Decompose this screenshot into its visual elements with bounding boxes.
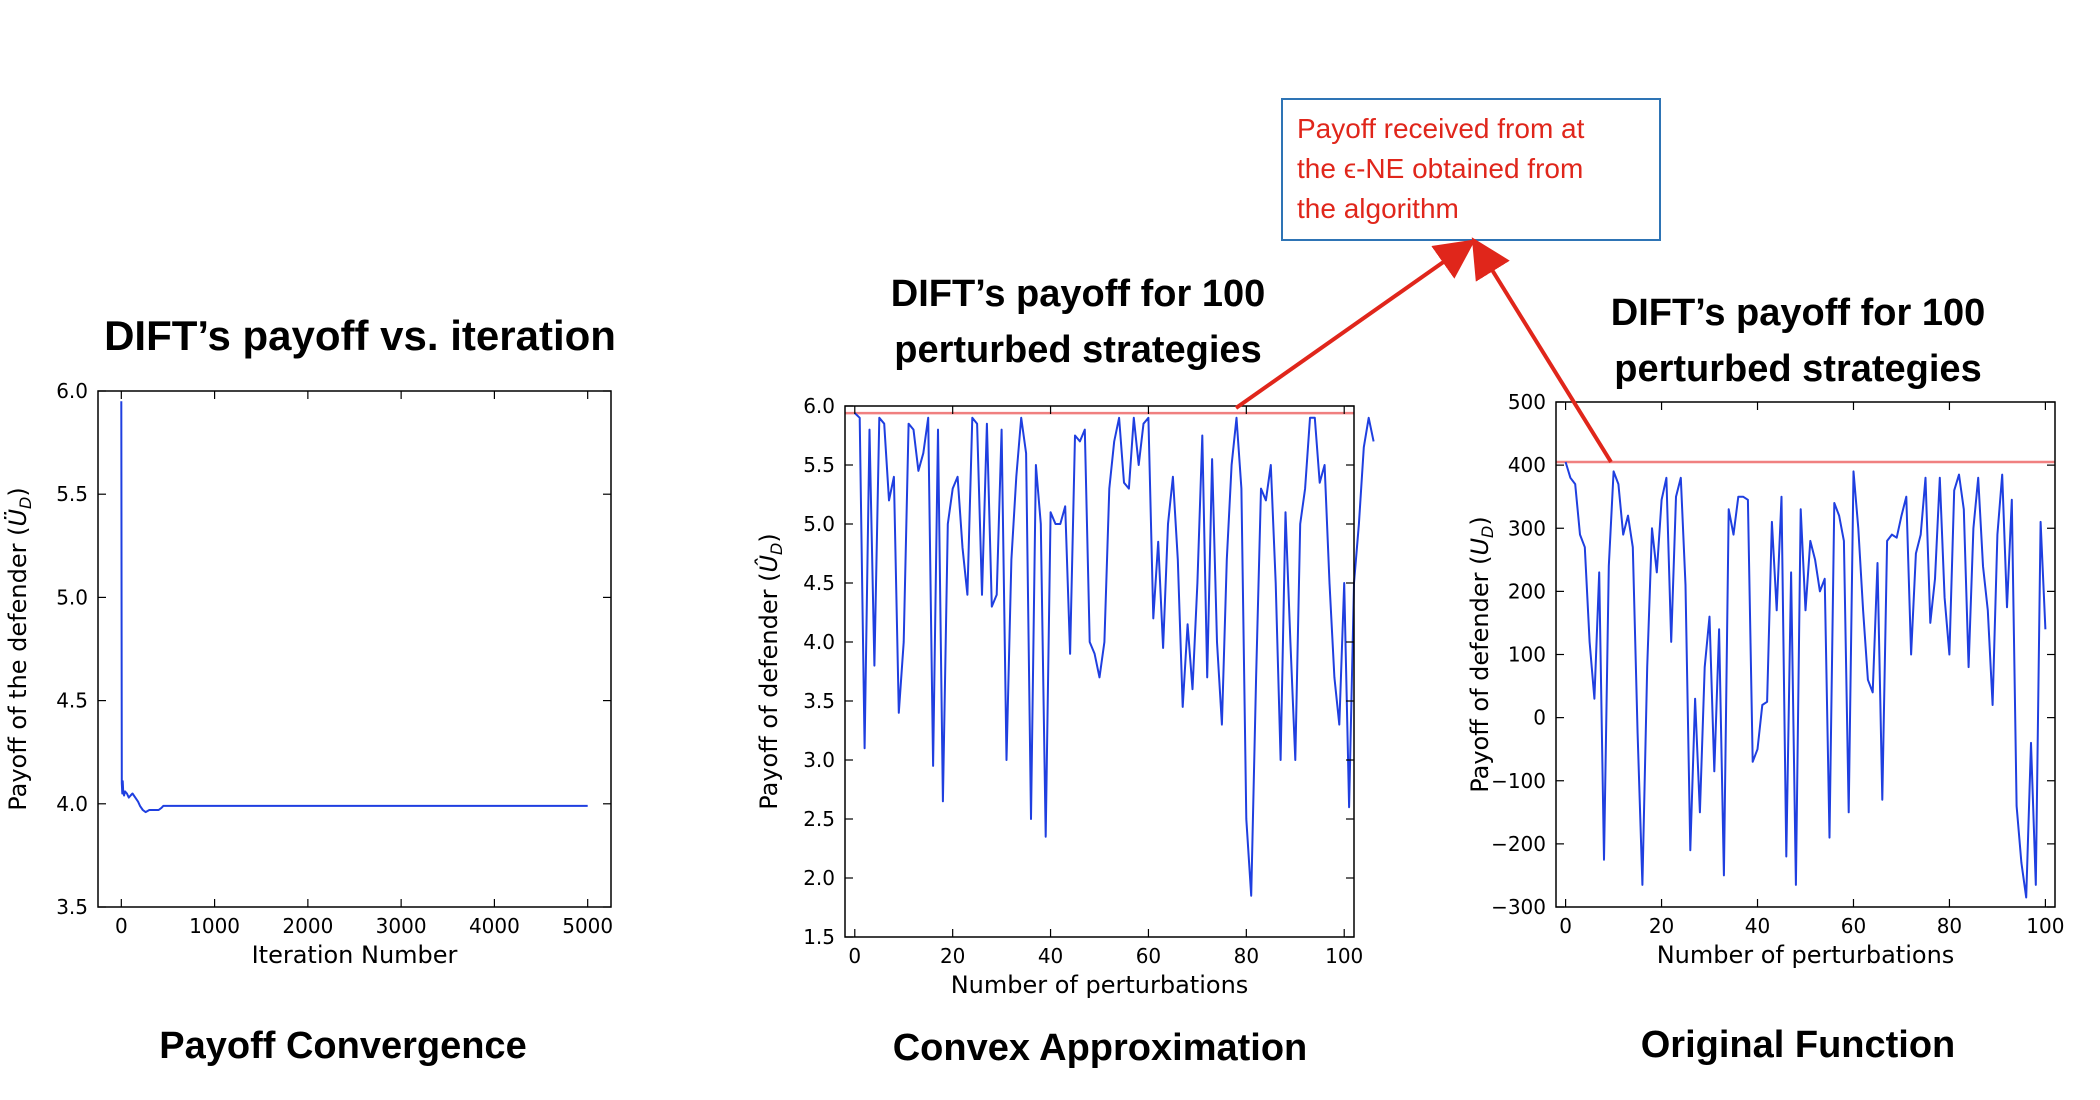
chart-title-line-1: DIFT’s payoff for 100 bbox=[1611, 292, 1985, 334]
plot-area: 0 20 40 60 80 100 −300 −200 −100 0 100 200 300 400 500… bbox=[1466, 390, 2064, 969]
series-line bbox=[120, 401, 588, 814]
plot-area: 0 1000 2000 3000 4000 5000 3.5 4.0 4.5 5.0 5.5 6.0 I… bbox=[3, 379, 613, 969]
y-tick-label: 5.0 bbox=[56, 585, 88, 609]
x-tick-label: 60 bbox=[1841, 914, 1866, 938]
y-tick-label: 4.5 bbox=[803, 571, 835, 595]
y-tick-label: 6.0 bbox=[56, 379, 88, 403]
y-tick-label: 2.5 bbox=[803, 807, 835, 831]
x-axis-label: Number of perturbations bbox=[1657, 941, 1955, 969]
panel-convex-approximation: DIFT’s payoff for 100 perturbed strategi… bbox=[753, 273, 1375, 1069]
y-tick-label: 300 bbox=[1508, 516, 1546, 540]
y-tick-label: 5.5 bbox=[803, 453, 835, 477]
y-tick-label: −100 bbox=[1491, 769, 1546, 793]
x-axis-label: Iteration Number bbox=[252, 941, 458, 969]
y-tick-label: −300 bbox=[1491, 895, 1546, 919]
y-tick-label: 3.5 bbox=[56, 895, 88, 919]
y-tick-label: 400 bbox=[1508, 453, 1546, 477]
y-tick-label: 100 bbox=[1508, 643, 1546, 667]
x-tick-label: 60 bbox=[1136, 944, 1161, 968]
x-tick-label: 0 bbox=[848, 944, 861, 968]
x-tick-label: 2000 bbox=[282, 914, 333, 938]
y-tick-label: −200 bbox=[1491, 832, 1546, 856]
y-tick-label: 4.0 bbox=[56, 792, 88, 816]
x-axis-label: Number of perturbations bbox=[951, 971, 1249, 999]
plot-frame bbox=[97, 390, 612, 908]
y-tick-label: 4.5 bbox=[56, 689, 88, 713]
x-tick-label: 80 bbox=[1234, 944, 1259, 968]
x-tick-label: 40 bbox=[1745, 914, 1770, 938]
panel-payoff-convergence: DIFT’s payoff vs. iteration 0 1000 2000 300… bbox=[3, 312, 616, 1067]
y-tick-label: 4.0 bbox=[803, 630, 835, 654]
y-tick-label: 6.0 bbox=[803, 394, 835, 418]
y-tick-label: 3.5 bbox=[803, 689, 835, 713]
annotation-arrow-original bbox=[1471, 237, 1613, 464]
y-tick-label: 1.5 bbox=[803, 925, 835, 949]
x-tick-label: 100 bbox=[2026, 914, 2064, 938]
annotation-box bbox=[1281, 98, 1661, 241]
y-tick-label: 200 bbox=[1508, 579, 1546, 603]
y-tick-label: 5.5 bbox=[56, 482, 88, 506]
chart-caption: Payoff Convergence bbox=[159, 1025, 526, 1067]
chart-title: DIFT’s payoff vs. iteration bbox=[104, 312, 616, 359]
chart-caption: Convex Approximation bbox=[893, 1027, 1308, 1069]
plot-frame bbox=[844, 405, 1355, 938]
y-tick-label: 500 bbox=[1508, 390, 1546, 414]
y-axis-label: Payoff of the defender (ÜD) bbox=[3, 487, 35, 811]
chart-title-line-1: DIFT’s payoff for 100 bbox=[891, 273, 1265, 315]
annotation-line-2: the ϵ-NE obtained from bbox=[1297, 153, 1583, 184]
x-tick-label: 100 bbox=[1325, 944, 1363, 968]
x-tick-label: 3000 bbox=[376, 914, 427, 938]
panel-original-function: DIFT’s payoff for 100 perturbed strategi… bbox=[1466, 292, 2064, 1066]
x-tick-label: 20 bbox=[940, 944, 965, 968]
y-tick-label: 5.0 bbox=[803, 512, 835, 536]
x-tick-label: 4000 bbox=[469, 914, 520, 938]
annotation-callout: Payoff received from at the ϵ-NE obtaine… bbox=[1234, 98, 1661, 464]
y-tick-label: 3.0 bbox=[803, 748, 835, 772]
x-tick-label: 1000 bbox=[189, 914, 240, 938]
annotation-line-1: Payoff received from at bbox=[1297, 113, 1585, 144]
x-tick-label: 0 bbox=[115, 914, 128, 938]
x-tick-label: 0 bbox=[1559, 914, 1572, 938]
chart-title-line-2: perturbed strategies bbox=[1614, 348, 1981, 390]
y-axis-label: Payoff of defender (UD) bbox=[1466, 516, 1497, 792]
y-tick-label: 0 bbox=[1533, 706, 1546, 730]
x-tick-label: 80 bbox=[1937, 914, 1962, 938]
x-tick-label: 40 bbox=[1038, 944, 1063, 968]
chart-title-line-2: perturbed strategies bbox=[894, 329, 1261, 371]
x-tick-label: 20 bbox=[1649, 914, 1674, 938]
y-tick-label: 2.0 bbox=[803, 866, 835, 890]
plot-frame bbox=[1555, 401, 2056, 908]
y-axis-label: Payoff of defender (ÛD) bbox=[753, 533, 786, 809]
series-line bbox=[1564, 461, 2047, 899]
series-line bbox=[854, 412, 1375, 897]
plot-area: 0 20 40 60 80 100 1.5 2.0 2.5 3.0 3.5 4.0 4.5 5.0 5.5 6… bbox=[753, 394, 1375, 999]
annotation-arrow-convex bbox=[1234, 239, 1476, 410]
x-tick-label: 5000 bbox=[562, 914, 613, 938]
chart-caption: Original Function bbox=[1641, 1024, 1956, 1066]
annotation-line-3: the algorithm bbox=[1297, 193, 1459, 224]
